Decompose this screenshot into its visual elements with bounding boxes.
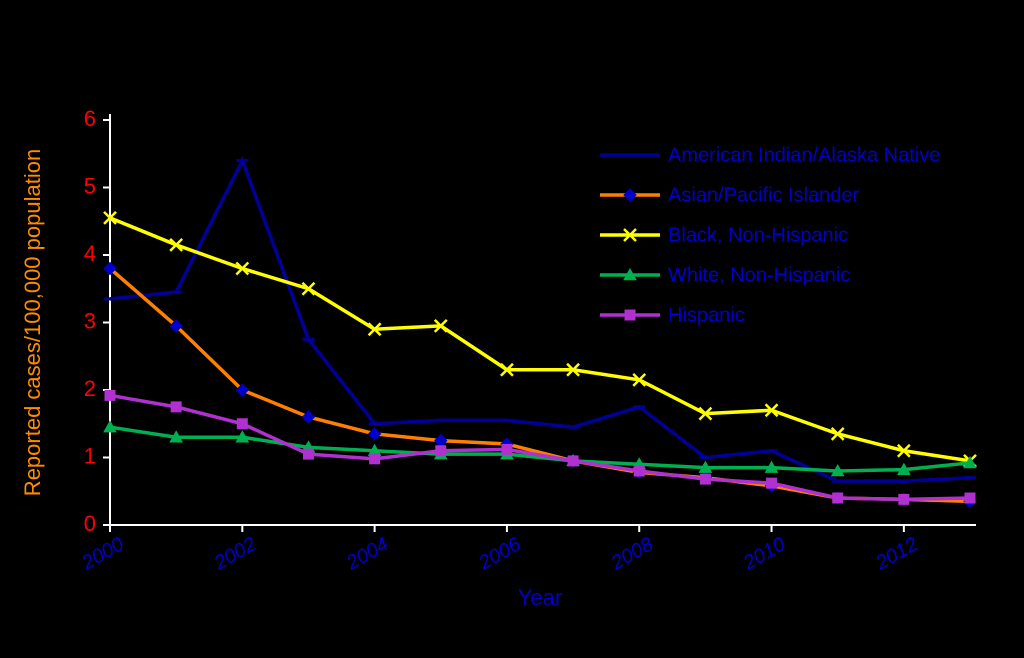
line-chart: 0 1 2 3 4 5 6 Reported cases/100,000 population… [0, 0, 1024, 658]
y-tick-label: 4 [84, 241, 96, 266]
x-axis-title: Year [518, 585, 562, 610]
legend-item-label: Asian/Pacific Islander [668, 184, 860, 206]
y-tick-label: 2 [84, 376, 96, 401]
y-tick-label: 5 [84, 173, 96, 198]
y-axis-title: Reported cases/100,000 population [20, 149, 45, 496]
legend-item-label: Black, Non-Hispanic [668, 224, 848, 246]
y-tick-label: 6 [84, 106, 96, 131]
chart-container: 0 1 2 3 4 5 6 Reported cases/100,000 population… [0, 0, 1024, 658]
legend-item-label: Hispanic [668, 304, 745, 326]
y-tick-label: 1 [84, 443, 96, 468]
y-tick-label: 3 [84, 308, 96, 333]
legend-item-label: American Indian/Alaska Native [668, 144, 940, 166]
y-tick-label: 0 [84, 511, 96, 536]
legend-item-label: White, Non-Hispanic [668, 264, 850, 286]
